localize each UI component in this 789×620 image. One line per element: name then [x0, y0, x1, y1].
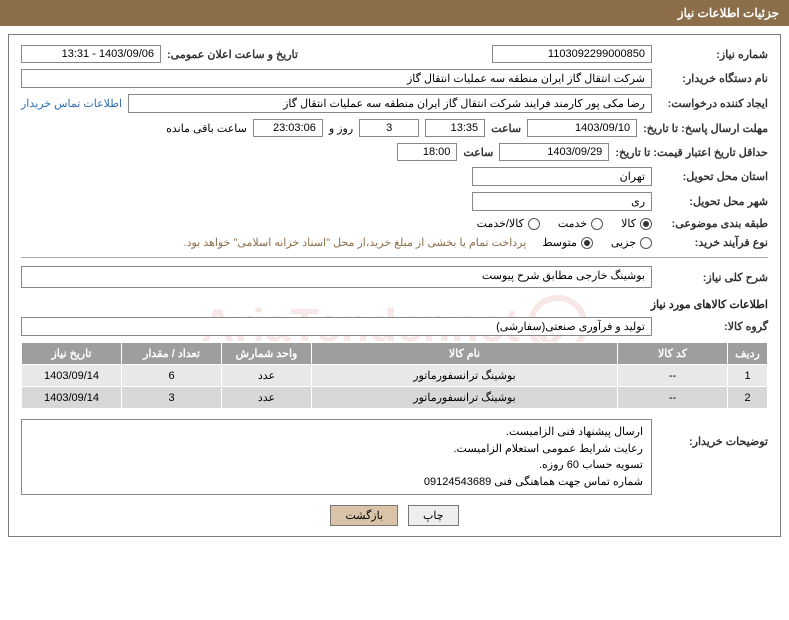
process-note: پرداخت تمام یا بخشی از مبلغ خرید،از محل …: [184, 236, 527, 249]
process-radio-group: جزیی متوسط: [542, 236, 652, 249]
radio-dot[interactable]: [591, 218, 603, 230]
table-header: نام کالا: [312, 343, 618, 365]
category-radio-group: کالا خدمت کالا/خدمت: [477, 217, 652, 230]
divider-1: [21, 257, 768, 258]
radio-dot[interactable]: [581, 237, 593, 249]
buyer-note-label: توضیحات خریدار:: [658, 435, 768, 448]
group-value: تولید و فرآوری صنعتی(سفارشی): [21, 317, 652, 336]
process-label: نوع فرآیند خرید:: [658, 236, 768, 249]
price-valid-label: حداقل تاریخ اعتبار قیمت: تا تاریخ:: [615, 146, 768, 159]
city-label: شهر محل تحویل:: [658, 195, 768, 208]
table-cell: 1: [728, 365, 768, 387]
radio-option[interactable]: کالا/خدمت: [477, 217, 540, 230]
requester-label: ایجاد کننده درخواست:: [658, 97, 768, 110]
reply-deadline-label: مهلت ارسال پاسخ: تا تاریخ:: [643, 122, 768, 135]
price-valid-time: 18:00: [397, 143, 457, 161]
radio-label: متوسط: [542, 236, 577, 249]
radio-option[interactable]: متوسط: [542, 236, 593, 249]
back-button[interactable]: بازگشت: [330, 505, 398, 526]
table-row: 1--بوشینگ ترانسفورماتورعدد61403/09/14: [22, 365, 768, 387]
buyer-note-value: ارسال پیشنهاد فنی الزامیست. رعایت شرایط …: [21, 419, 652, 495]
remaining-time-value: 23:03:06: [253, 119, 323, 137]
table-cell: عدد: [222, 365, 312, 387]
main-panel: AriaTender.net شماره نیاز: 1103092299000…: [8, 34, 781, 537]
radio-dot[interactable]: [640, 218, 652, 230]
buyer-org-label: نام دستگاه خریدار:: [658, 72, 768, 85]
table-cell: بوشینگ ترانسفورماتور: [312, 365, 618, 387]
contact-link[interactable]: اطلاعات تماس خریدار: [21, 97, 122, 110]
table-header: کد کالا: [618, 343, 728, 365]
days-label: روز و: [329, 122, 353, 135]
table-cell: --: [618, 387, 728, 409]
table-cell: عدد: [222, 387, 312, 409]
radio-option[interactable]: جزیی: [611, 236, 652, 249]
table-row: 2--بوشینگ ترانسفورماتورعدد31403/09/14: [22, 387, 768, 409]
radio-dot[interactable]: [528, 218, 540, 230]
table-header: تعداد / مقدار: [122, 343, 222, 365]
reply-time-value: 13:35: [425, 119, 485, 137]
group-label: گروه کالا:: [658, 320, 768, 333]
city-value: ری: [472, 192, 652, 211]
radio-label: خدمت: [558, 217, 587, 230]
print-button[interactable]: چاپ: [408, 505, 459, 526]
price-valid-date: 1403/09/29: [499, 143, 609, 161]
page-header: جزئیات اطلاعات نیاز: [0, 0, 789, 26]
reply-date-value: 1403/09/10: [527, 119, 637, 137]
table-header: تاریخ نیاز: [22, 343, 122, 365]
radio-label: کالا: [621, 217, 636, 230]
radio-option[interactable]: کالا: [621, 217, 652, 230]
table-cell: 1403/09/14: [22, 365, 122, 387]
province-value: تهران: [472, 167, 652, 186]
days-value: 3: [359, 119, 419, 137]
announce-value: 1403/09/06 - 13:31: [21, 45, 161, 63]
table-cell: --: [618, 365, 728, 387]
need-no-label: شماره نیاز:: [658, 48, 768, 61]
need-no-value: 1103092299000850: [492, 45, 652, 63]
announce-label: تاریخ و ساعت اعلان عمومی:: [167, 48, 298, 61]
requester-value: رضا مکی پور کارمند فرایند شرکت انتقال گا…: [128, 94, 652, 113]
table-header: ردیف: [728, 343, 768, 365]
overall-label: شرح کلی نیاز:: [658, 271, 768, 284]
category-label: طبقه بندی موضوعی:: [658, 217, 768, 230]
radio-label: جزیی: [611, 236, 636, 249]
goods-table: ردیفکد کالانام کالاواحد شمارشتعداد / مقد…: [21, 342, 768, 409]
buyer-org-value: شرکت انتقال گاز ایران منطقه سه عملیات ان…: [21, 69, 652, 88]
table-header: واحد شمارش: [222, 343, 312, 365]
overall-value: بوشینگ خارجی مطابق شرح پیوست: [21, 266, 652, 288]
province-label: استان محل تحویل:: [658, 170, 768, 183]
time-label-1: ساعت: [491, 122, 521, 135]
table-cell: 3: [122, 387, 222, 409]
table-cell: 6: [122, 365, 222, 387]
table-cell: 2: [728, 387, 768, 409]
table-cell: بوشینگ ترانسفورماتور: [312, 387, 618, 409]
table-cell: 1403/09/14: [22, 387, 122, 409]
remaining-label: ساعت باقی مانده: [166, 122, 247, 135]
radio-label: کالا/خدمت: [477, 217, 524, 230]
time-label-2: ساعت: [463, 146, 493, 159]
radio-option[interactable]: خدمت: [558, 217, 603, 230]
goods-section-title: اطلاعات کالاهای مورد نیاز: [21, 298, 768, 311]
radio-dot[interactable]: [640, 237, 652, 249]
